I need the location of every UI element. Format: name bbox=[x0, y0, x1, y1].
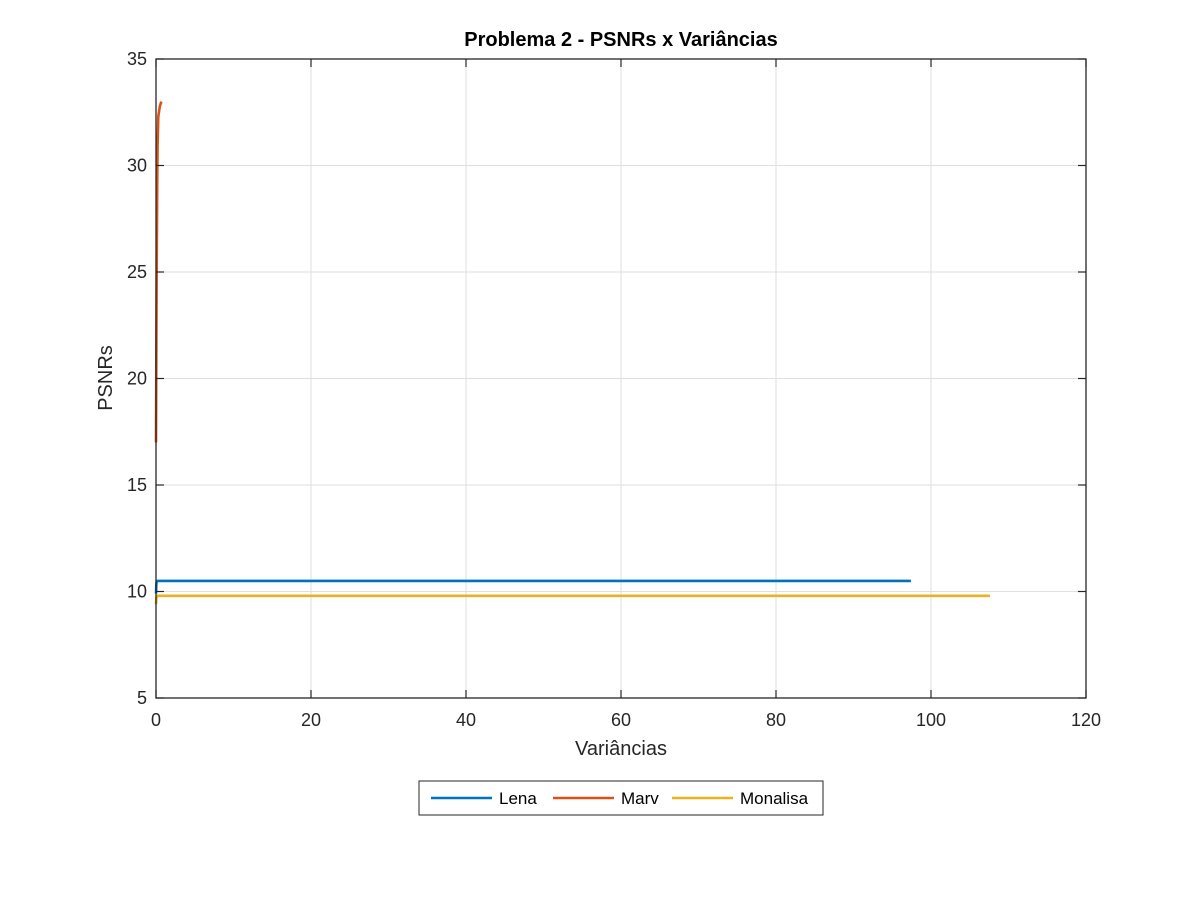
y-tick-label: 35 bbox=[127, 49, 147, 69]
x-axis: 0 20 40 60 80 100 120 bbox=[151, 59, 1101, 730]
y-tick-label: 15 bbox=[127, 475, 147, 495]
x-tick-label: 80 bbox=[766, 710, 786, 730]
y-tick-label: 10 bbox=[127, 582, 147, 602]
y-tick-label: 30 bbox=[127, 156, 147, 176]
y-axis-label: PSNRs bbox=[95, 345, 117, 411]
y-tick-label: 20 bbox=[127, 369, 147, 389]
x-axis-label: Variâncias bbox=[575, 738, 667, 760]
grid bbox=[156, 59, 1086, 698]
x-tick-label: 100 bbox=[916, 710, 946, 730]
legend-label-marv: Marv bbox=[621, 789, 659, 808]
y-axis: 5 10 15 20 25 30 35 bbox=[127, 49, 1086, 708]
y-tick-label: 5 bbox=[137, 688, 147, 708]
chart-title: Problema 2 - PSNRs x Variâncias bbox=[464, 29, 778, 51]
x-tick-label: 120 bbox=[1071, 710, 1101, 730]
legend: Lena Marv Monalisa bbox=[418, 780, 824, 816]
x-tick-label: 60 bbox=[611, 710, 631, 730]
legend-label-lena: Lena bbox=[499, 789, 537, 808]
legend-label-monalisa: Monalisa bbox=[740, 789, 809, 808]
x-tick-label: 40 bbox=[456, 710, 476, 730]
y-tick-label: 25 bbox=[127, 262, 147, 282]
x-tick-label: 0 bbox=[151, 710, 161, 730]
x-tick-label: 20 bbox=[301, 710, 321, 730]
